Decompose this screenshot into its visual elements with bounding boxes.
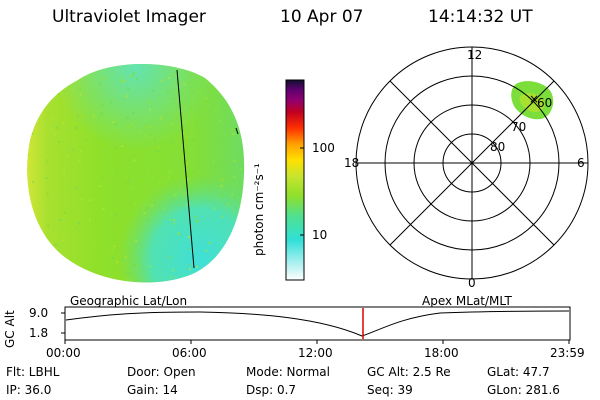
terminator-line (176, 69, 195, 269)
instrument-title: Ultraviolet Imager (52, 7, 206, 27)
timeline-xtick-2359: 23:59 (550, 346, 585, 360)
altitude-curve (65, 310, 570, 337)
lat-label-70: 70 (511, 120, 527, 134)
status-seq: Seq: 39 (367, 383, 413, 397)
lat-label-80: 80 (490, 140, 506, 154)
status-door: Door: Open (127, 365, 196, 379)
colorbar-unit-label: photon cm⁻²s⁻¹ (252, 163, 266, 256)
timeline-xtick-1800: 18:00 (424, 346, 459, 360)
timeline-left-label: Geographic Lat/Lon (70, 294, 188, 308)
status-ip: IP: 36.0 (6, 383, 52, 397)
polar-plot (355, 46, 589, 280)
status-mode: Mode: Normal (246, 365, 330, 379)
mlt-label-0: 0 (468, 276, 476, 290)
timeline-ytick-9: 9.0 (29, 306, 49, 320)
status-glon: GLon: 281.6 (487, 383, 560, 397)
position-cross-icon: × (529, 92, 540, 106)
mlt-label-6: 6 (577, 156, 585, 170)
timeline-ylabel: GC Alt (3, 310, 17, 348)
timeline-xtick-0000: 00:00 (46, 346, 81, 360)
status-gc-alt: GC Alt: 2.5 Re (367, 365, 451, 379)
mlt-label-18: 18 (344, 156, 360, 170)
lat-label-60: 60 (537, 96, 553, 110)
status-dsp: Dsp: 0.7 (246, 383, 297, 397)
timeline-ytick-1-8: 1.8 (29, 326, 49, 340)
date-label: 10 Apr 07 (280, 7, 364, 27)
timeline-right-label: Apex MLat/MLT (422, 294, 512, 308)
timeline-xtick-0600: 06:00 (172, 346, 207, 360)
altitude-timeline (61, 306, 571, 344)
colorbar-tick-10: 10 (312, 228, 328, 242)
status-gain: Gain: 14 (127, 383, 178, 397)
status-filter: Flt: LBHL (6, 365, 60, 379)
timeline-xtick-1200: 12:00 (298, 346, 333, 360)
uv-image-disk (27, 64, 245, 283)
colorbar (285, 79, 305, 281)
colorbar-tick-100: 100 (312, 141, 335, 155)
mlt-label-12: 12 (467, 48, 483, 62)
time-label: 14:14:32 UT (428, 7, 533, 27)
status-glat: GLat: 47.7 (487, 365, 550, 379)
